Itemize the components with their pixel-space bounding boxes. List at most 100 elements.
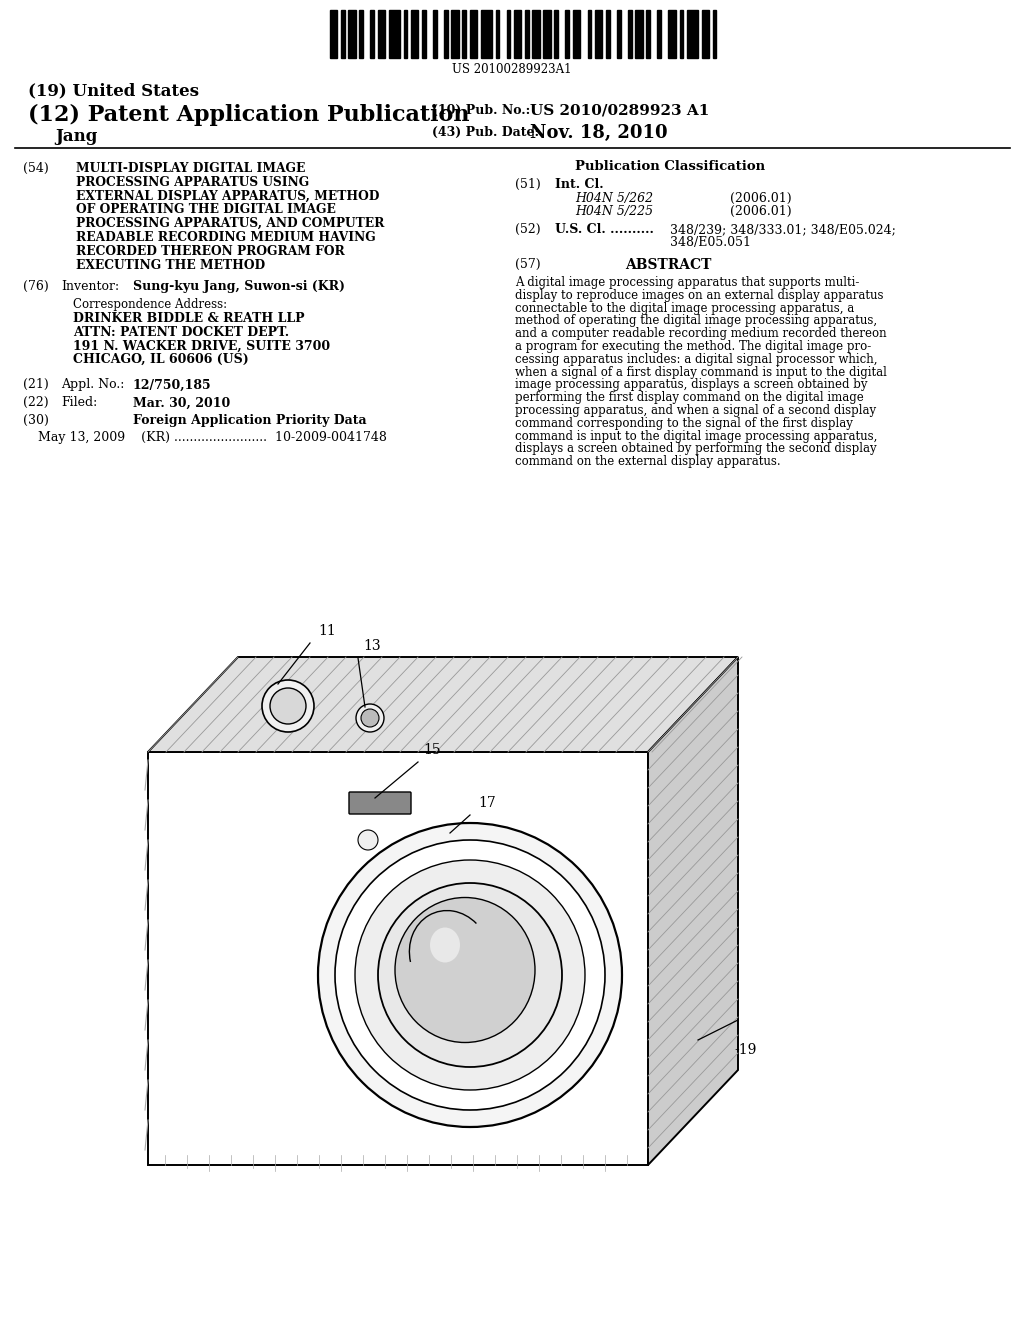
Text: 11: 11: [318, 624, 336, 638]
Circle shape: [356, 704, 384, 733]
Text: H04N 5/262: H04N 5/262: [575, 191, 653, 205]
Bar: [532, 11, 540, 58]
Text: A digital image processing apparatus that supports multi-: A digital image processing apparatus tha…: [515, 276, 859, 289]
Text: U.S. Cl. ..........: U.S. Cl. ..........: [555, 223, 654, 236]
Text: image processing apparatus, displays a screen obtained by: image processing apparatus, displays a s…: [515, 379, 867, 392]
Bar: [470, 11, 477, 58]
Bar: [359, 11, 364, 58]
Text: (76): (76): [23, 280, 49, 293]
Bar: [507, 11, 510, 58]
Text: ABSTRACT: ABSTRACT: [625, 257, 712, 272]
Text: 12/750,185: 12/750,185: [133, 379, 212, 392]
Text: MULTI-DISPLAY DIGITAL IMAGE: MULTI-DISPLAY DIGITAL IMAGE: [76, 162, 305, 176]
Text: a program for executing the method. The digital image pro-: a program for executing the method. The …: [515, 341, 871, 352]
Polygon shape: [648, 657, 738, 1166]
Text: cessing apparatus includes: a digital signal processor which,: cessing apparatus includes: a digital si…: [515, 352, 878, 366]
Bar: [463, 11, 466, 58]
Text: command corresponding to the signal of the first display: command corresponding to the signal of t…: [515, 417, 853, 430]
Circle shape: [361, 709, 379, 727]
Text: method of operating the digital image processing apparatus,: method of operating the digital image pr…: [515, 314, 878, 327]
Text: EXTERNAL DISPLAY APPARATUS, METHOD: EXTERNAL DISPLAY APPARATUS, METHOD: [76, 190, 379, 202]
Text: -19: -19: [734, 1043, 757, 1057]
Text: DRINKER BIDDLE & REATH LLP: DRINKER BIDDLE & REATH LLP: [73, 313, 304, 326]
Bar: [565, 11, 569, 58]
Text: 348/239; 348/333.01; 348/E05.024;: 348/239; 348/333.01; 348/E05.024;: [670, 223, 896, 236]
Text: 348/E05.051: 348/E05.051: [670, 236, 751, 249]
Text: (52): (52): [515, 223, 541, 236]
Text: Appl. No.:: Appl. No.:: [61, 379, 124, 392]
Bar: [701, 11, 709, 58]
Ellipse shape: [395, 898, 535, 1043]
Bar: [595, 11, 602, 58]
Text: Foreign Application Priority Data: Foreign Application Priority Data: [133, 414, 367, 428]
Text: and a computer readable recording medium recorded thereon: and a computer readable recording medium…: [515, 327, 887, 341]
Text: processing apparatus, and when a signal of a second display: processing apparatus, and when a signal …: [515, 404, 877, 417]
Text: Jang: Jang: [55, 128, 97, 145]
Bar: [452, 11, 459, 58]
Bar: [554, 11, 558, 58]
Text: display to reproduce images on an external display apparatus: display to reproduce images on an extern…: [515, 289, 884, 302]
Text: (2006.01): (2006.01): [730, 191, 792, 205]
Text: (30): (30): [23, 414, 49, 428]
Bar: [680, 11, 683, 58]
Text: RECORDED THEREON PROGRAM FOR: RECORDED THEREON PROGRAM FOR: [76, 244, 345, 257]
Text: (12) Patent Application Publication: (12) Patent Application Publication: [28, 104, 469, 127]
Text: (54): (54): [23, 162, 49, 176]
Bar: [403, 11, 408, 58]
Bar: [389, 11, 400, 58]
Bar: [378, 11, 385, 58]
Text: Filed:: Filed:: [61, 396, 97, 409]
Bar: [646, 11, 650, 58]
Bar: [481, 11, 492, 58]
Circle shape: [262, 680, 314, 733]
Bar: [687, 11, 698, 58]
Text: READABLE RECORDING MEDIUM HAVING: READABLE RECORDING MEDIUM HAVING: [76, 231, 376, 244]
Bar: [657, 11, 662, 58]
Text: 191 N. WACKER DRIVE, SUITE 3700: 191 N. WACKER DRIVE, SUITE 3700: [73, 339, 330, 352]
Bar: [635, 11, 643, 58]
Text: US 2010/0289923 A1: US 2010/0289923 A1: [530, 104, 710, 117]
Text: (57): (57): [515, 257, 541, 271]
Bar: [588, 11, 591, 58]
Bar: [371, 11, 374, 58]
Bar: [525, 11, 528, 58]
Text: (2006.01): (2006.01): [730, 205, 792, 218]
Text: (19) United States: (19) United States: [28, 82, 199, 99]
Ellipse shape: [430, 928, 460, 962]
Bar: [628, 11, 632, 58]
Text: ATTN: PATENT DOCKET DEPT.: ATTN: PATENT DOCKET DEPT.: [73, 326, 289, 339]
Bar: [713, 11, 717, 58]
Text: displays a screen obtained by performing the second display: displays a screen obtained by performing…: [515, 442, 877, 455]
Text: command on the external display apparatus.: command on the external display apparatu…: [515, 455, 780, 469]
Text: Int. Cl.: Int. Cl.: [555, 178, 603, 191]
Bar: [330, 11, 337, 58]
Circle shape: [378, 883, 562, 1067]
Circle shape: [270, 688, 306, 723]
Text: connectable to the digital image processing apparatus, a: connectable to the digital image process…: [515, 301, 854, 314]
Text: (22): (22): [23, 396, 48, 409]
Circle shape: [355, 861, 585, 1090]
Text: (43) Pub. Date:: (43) Pub. Date:: [432, 125, 539, 139]
Text: Nov. 18, 2010: Nov. 18, 2010: [530, 124, 668, 143]
Circle shape: [335, 840, 605, 1110]
Text: 13: 13: [362, 639, 381, 653]
Bar: [496, 11, 500, 58]
Polygon shape: [148, 657, 738, 752]
Polygon shape: [148, 752, 648, 1166]
Text: command is input to the digital image processing apparatus,: command is input to the digital image pr…: [515, 429, 878, 442]
Circle shape: [318, 822, 622, 1127]
Text: Mar. 30, 2010: Mar. 30, 2010: [133, 396, 230, 409]
Bar: [514, 11, 521, 58]
Bar: [544, 11, 551, 58]
Bar: [341, 11, 345, 58]
Text: CHICAGO, IL 60606 (US): CHICAGO, IL 60606 (US): [73, 352, 249, 366]
Text: May 13, 2009    (KR) ........................  10-2009-0041748: May 13, 2009 (KR) ......................…: [38, 432, 387, 445]
Text: EXECUTING THE METHOD: EXECUTING THE METHOD: [76, 259, 265, 272]
Bar: [572, 11, 581, 58]
FancyBboxPatch shape: [349, 792, 411, 814]
Text: US 20100289923A1: US 20100289923A1: [453, 63, 571, 77]
Text: PROCESSING APPARATUS USING: PROCESSING APPARATUS USING: [76, 176, 309, 189]
Bar: [669, 11, 676, 58]
Bar: [606, 11, 609, 58]
Text: PROCESSING APPARATUS, AND COMPUTER: PROCESSING APPARATUS, AND COMPUTER: [76, 218, 384, 230]
